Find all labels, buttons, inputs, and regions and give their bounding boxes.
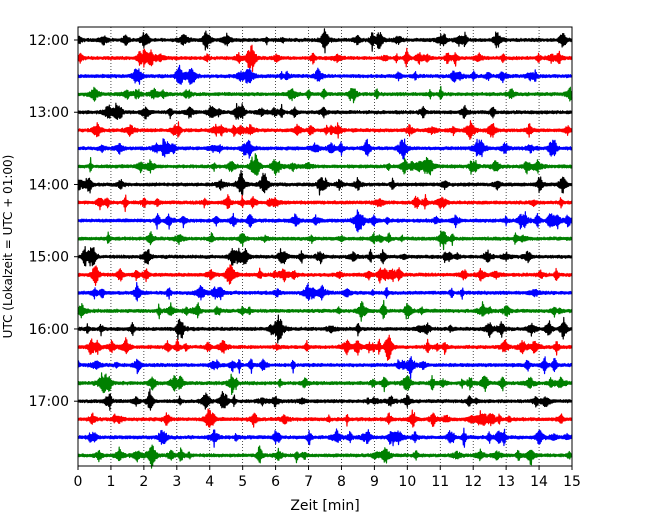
trace-line (77, 427, 573, 448)
trace-line (77, 138, 573, 161)
y-tick-label: 15:00 (29, 250, 69, 266)
x-tick-label: 7 (304, 474, 313, 490)
trace-line (77, 102, 573, 120)
y-axis-title: UTC (Lokalzeit = UTC + 01:00) (1, 155, 15, 339)
y-axis: 12:00 13:00 14:00 15:00 16:00 17:00 (29, 33, 78, 410)
x-tick-label: 15 (563, 474, 581, 490)
x-tick-label: 4 (205, 474, 214, 490)
x-tick-label: 12 (464, 474, 482, 490)
trace-line (77, 281, 573, 302)
x-axis: 0 1 2 3 4 5 6 7 8 9 10 11 12 13 14 15 (74, 466, 581, 490)
trace-line (77, 230, 573, 251)
trace-line (77, 372, 573, 396)
x-tick-label: 13 (497, 474, 515, 490)
trace-line (77, 264, 573, 286)
x-tick-label: 5 (238, 474, 247, 490)
trace-layer (77, 28, 573, 469)
x-tick-label: 11 (431, 474, 449, 490)
trace-line (77, 314, 573, 344)
trace-line (77, 85, 573, 104)
x-tick-label: 10 (398, 474, 416, 490)
trace-line (77, 193, 573, 213)
trace-line (77, 28, 573, 54)
y-tick-label: 12:00 (29, 33, 69, 49)
trace-line (77, 444, 573, 469)
x-tick-label: 1 (106, 474, 115, 490)
x-tick-label: 14 (530, 474, 548, 490)
x-tick-label: 3 (172, 474, 181, 490)
x-axis-title: Zeit [min] (290, 498, 359, 514)
trace-line (77, 388, 573, 411)
trace-line (77, 153, 573, 177)
x-tick-label: 8 (337, 474, 346, 490)
plot-frame (77, 26, 573, 467)
trace-line (77, 170, 573, 196)
x-tick-label: 9 (370, 474, 379, 490)
grid-lines (110, 27, 540, 466)
trace-line (77, 246, 573, 267)
trace-line (77, 356, 573, 380)
trace-line (77, 408, 573, 428)
x-tick-label: 2 (139, 474, 148, 490)
y-tick-label: 13:00 (29, 105, 69, 121)
trace-line (77, 299, 573, 322)
y-tick-label: 16:00 (29, 322, 69, 338)
x-tick-label: 6 (271, 474, 280, 490)
y-tick-label: 14:00 (29, 177, 69, 193)
trace-line (77, 209, 573, 233)
trace-line (77, 120, 573, 140)
trace-line (77, 334, 573, 361)
trace-line (77, 44, 573, 73)
x-tick-label: 0 (74, 474, 83, 490)
y-tick-label: 17:00 (29, 394, 69, 410)
trace-line (77, 64, 573, 85)
